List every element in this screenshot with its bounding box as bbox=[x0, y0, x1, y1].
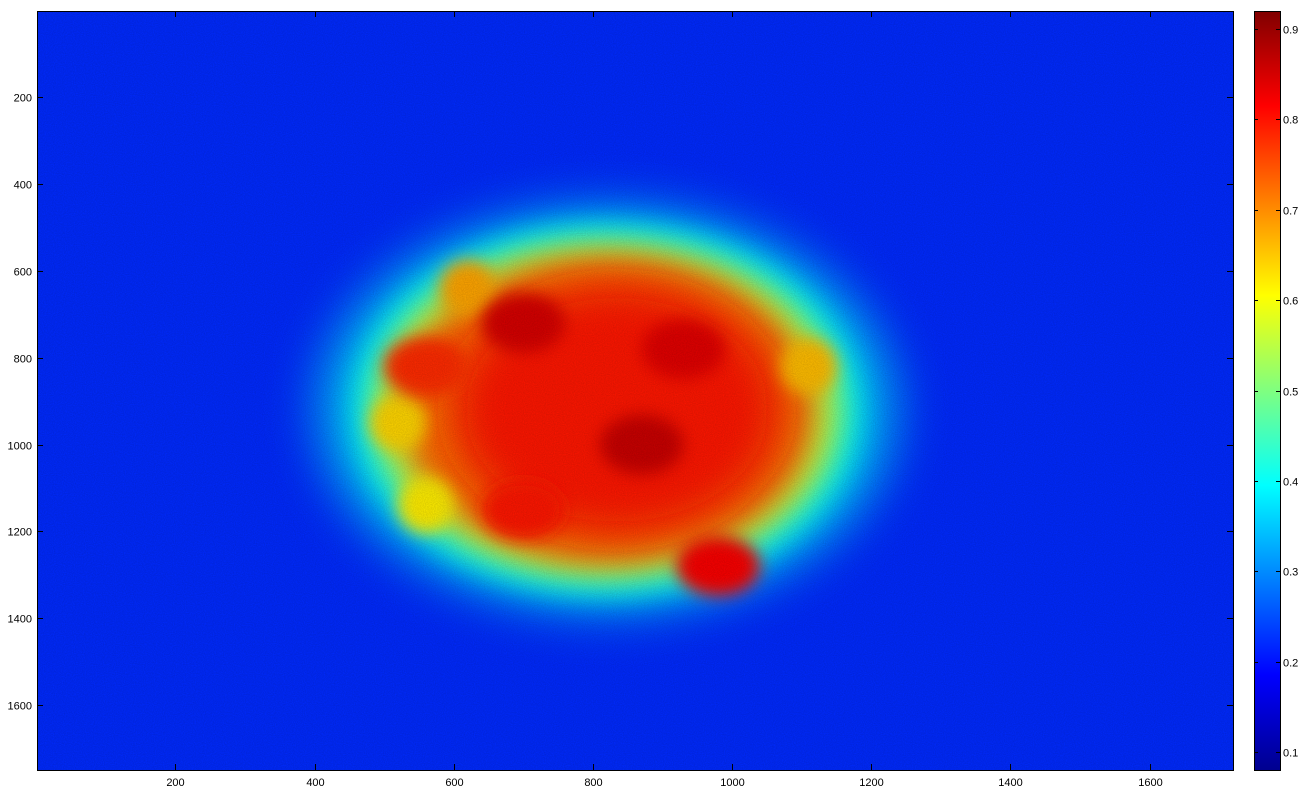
y-tick-label: 600 bbox=[14, 267, 32, 279]
x-tick-label: 400 bbox=[306, 777, 324, 789]
axes-frame bbox=[37, 11, 1234, 771]
y-tick-label: 400 bbox=[14, 180, 32, 192]
x-axis: 200 400 600 800 1000 1200 1400 1600 bbox=[166, 11, 1163, 789]
x-tick-label: 1000 bbox=[720, 777, 744, 789]
colorbar-tick-label: 0.6 bbox=[1283, 296, 1298, 308]
y-tick-label: 200 bbox=[14, 93, 32, 105]
x-tick-label: 800 bbox=[584, 777, 602, 789]
y-tick-label: 1200 bbox=[8, 527, 32, 539]
colorbar-gradient bbox=[1254, 11, 1280, 770]
colorbar-ticks: 0.1 0.2 0.3 0.4 0.5 0.6 0.7 0.8 0.9 bbox=[1254, 25, 1298, 760]
y-tick-label: 1000 bbox=[8, 441, 32, 453]
heatmap-plot-area bbox=[37, 11, 1233, 770]
x-tick-label: 600 bbox=[445, 777, 463, 789]
x-tick-label: 1400 bbox=[998, 777, 1022, 789]
colorbar-tick-label: 0.9 bbox=[1283, 25, 1298, 37]
y-tick-label: 800 bbox=[14, 354, 32, 366]
y-tick-label: 1600 bbox=[8, 701, 32, 713]
colorbar-tick-label: 0.3 bbox=[1283, 567, 1298, 579]
x-tick-label: 200 bbox=[166, 777, 184, 789]
heatmap-noise bbox=[37, 11, 1233, 770]
colorbar-tick-label: 0.8 bbox=[1283, 115, 1298, 127]
colorbar: 0.1 0.2 0.3 0.4 0.5 0.6 0.7 0.8 0.9 bbox=[1254, 11, 1298, 771]
colorbar-tick-label: 0.1 bbox=[1283, 748, 1298, 760]
colorbar-tick-label: 0.7 bbox=[1283, 206, 1298, 218]
x-tick-label: 1200 bbox=[859, 777, 883, 789]
colorbar-tick-label: 0.2 bbox=[1283, 658, 1298, 670]
y-tick-label: 1400 bbox=[8, 614, 32, 626]
y-axis: 200 400 600 800 1000 1200 1400 1600 bbox=[8, 93, 1233, 713]
x-tick-label: 1600 bbox=[1138, 777, 1162, 789]
colorbar-tick-label: 0.5 bbox=[1283, 387, 1298, 399]
colorbar-tick-label: 0.4 bbox=[1283, 477, 1298, 489]
